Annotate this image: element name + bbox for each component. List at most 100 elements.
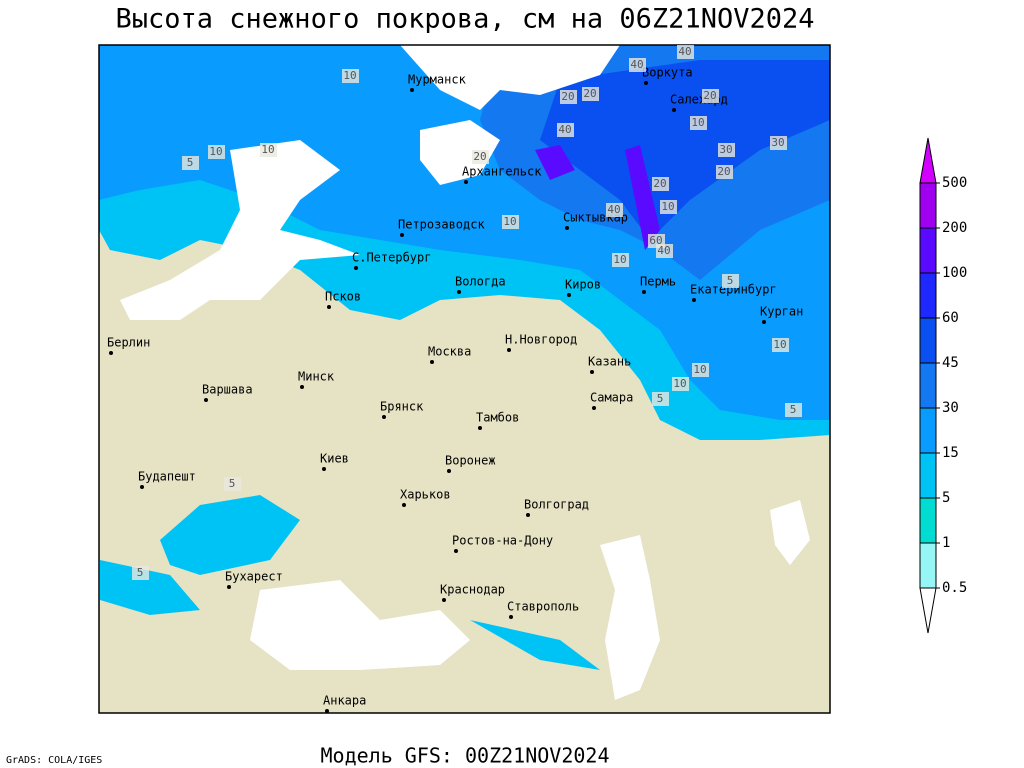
city-label: Киров [565, 278, 601, 292]
city-dot [109, 351, 113, 355]
city-dot [410, 88, 414, 92]
colorbar-box [919, 227, 937, 274]
city-label: Петрозаводск [398, 218, 485, 232]
city-label: Краснодар [440, 583, 505, 597]
colorbar-label: 5 [942, 490, 950, 506]
contour-label: 40 [607, 203, 620, 216]
city-dot [322, 467, 326, 471]
contour-label-bg [557, 123, 574, 137]
contour-label-bg [132, 566, 149, 580]
white-sea [420, 120, 500, 185]
city-label: Воркута [642, 66, 693, 80]
city-dot [447, 469, 451, 473]
city-dot [382, 415, 386, 419]
black-sea [250, 580, 470, 670]
city-label: Казань [588, 355, 631, 369]
city-label: Варшава [202, 383, 253, 397]
city-dot [672, 108, 676, 112]
contour-label: 30 [771, 136, 784, 149]
contour-label: 5 [657, 392, 664, 405]
colorbar-label: 60 [942, 310, 959, 326]
city-dot [567, 293, 571, 297]
city-dot [227, 585, 231, 589]
colorbar-label: 200 [942, 220, 967, 236]
colorbar-box [919, 497, 937, 544]
city-label: Салехард [670, 93, 728, 107]
contour-label-bg [652, 177, 669, 191]
city-dot [762, 320, 766, 324]
city-label: Екатеринбург [690, 283, 777, 297]
contour-label: 10 [209, 145, 222, 158]
city-dot [590, 370, 594, 374]
city-label: Воронеж [445, 454, 496, 468]
contour-label-bg [502, 215, 519, 229]
contour-label: 20 [703, 89, 716, 102]
contour-label-bg [672, 377, 689, 391]
city-dot [464, 180, 468, 184]
city-dot [140, 485, 144, 489]
contour-label-bg [260, 143, 277, 157]
credit: GrADS: COLA/IGES [6, 755, 102, 766]
city-dot [325, 709, 329, 713]
colorbar-label: 1 [942, 535, 950, 551]
snow-45 [540, 60, 830, 240]
contour-label: 10 [503, 215, 516, 228]
city-dot [442, 598, 446, 602]
city-dot [430, 360, 434, 364]
contour-label-bg [718, 143, 735, 157]
city-dot [354, 266, 358, 270]
colorbar-box [919, 317, 937, 364]
contour-label: 10 [343, 69, 356, 82]
contour-label-bg [224, 477, 241, 491]
city-label: Н.Новгород [505, 333, 577, 347]
contour-label-bg [702, 89, 719, 103]
contour-label: 20 [583, 87, 596, 100]
city-dot [592, 406, 596, 410]
contour-label: 40 [558, 123, 571, 136]
city-label: Курган [760, 305, 803, 319]
colorbar-box [919, 407, 937, 454]
city-label: Брянск [380, 400, 424, 414]
city-label: С.Петербург [352, 251, 431, 265]
contour-label: 30 [719, 143, 732, 156]
city-dot [526, 513, 530, 517]
contour-label-bg [472, 150, 489, 164]
city-dot [509, 615, 513, 619]
colorbar-box [919, 182, 937, 229]
city-label: Бухарест [225, 570, 283, 584]
city-label: Ставрополь [507, 600, 579, 614]
city-label: Харьков [400, 488, 451, 502]
colorbar-box [919, 542, 937, 589]
contour-label-bg [182, 156, 199, 170]
city-label: Псков [325, 290, 361, 304]
contour-label-bg [770, 136, 787, 150]
caspian-sea [600, 535, 660, 700]
city-dot [644, 81, 648, 85]
contour-label-bg [772, 338, 789, 352]
city-label: Берлин [107, 336, 150, 350]
city-dot [204, 398, 208, 402]
contour-label-bg [582, 87, 599, 101]
contour-label: 20 [561, 90, 574, 103]
contour-label: 5 [790, 403, 797, 416]
contour-label-bg [677, 45, 694, 59]
snow-south [100, 495, 300, 615]
contour-label-bg [606, 203, 623, 217]
city-label: Анкара [323, 694, 366, 708]
city-label: Будапешт [138, 470, 196, 484]
colorbar-label: 30 [942, 400, 959, 416]
city-dot [507, 348, 511, 352]
contour-label: 10 [773, 338, 786, 351]
city-label: Мурманск [408, 73, 467, 87]
city-label: Киев [320, 452, 349, 466]
city-dot [454, 549, 458, 553]
model-caption: Модель GFS: 00Z21NOV2024 [321, 744, 610, 768]
contour-label: 10 [693, 363, 706, 376]
city-label: Москва [428, 345, 471, 359]
contour-label: 40 [678, 45, 691, 58]
contour-label: 10 [661, 200, 674, 213]
city-label: Тамбов [476, 411, 519, 425]
